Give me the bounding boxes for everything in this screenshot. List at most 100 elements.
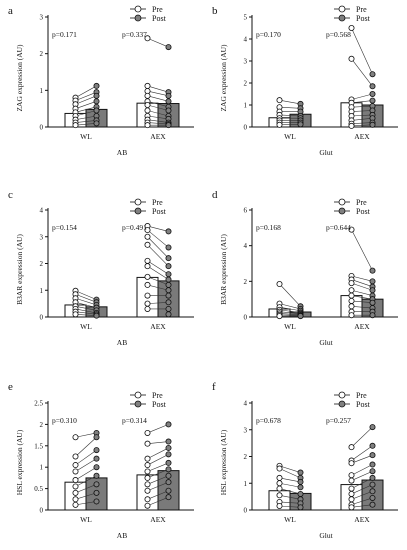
pre-point	[348, 280, 355, 287]
pair-line	[75, 123, 97, 126]
pair-line	[147, 225, 169, 232]
post-point	[165, 292, 172, 299]
pair-line	[351, 295, 373, 300]
post-point	[165, 122, 172, 129]
pair-line	[351, 27, 373, 75]
pair-line	[75, 290, 97, 300]
pre-point	[348, 287, 355, 294]
pair-line	[147, 481, 169, 492]
pair-line	[75, 115, 97, 120]
legend-pre-marker	[338, 198, 346, 206]
y-tick-label: 1	[40, 287, 44, 295]
pair-line	[147, 490, 169, 500]
post-point	[369, 488, 376, 495]
post-point	[369, 481, 376, 488]
panel-e: e HSL expression (AU) 0 0.5 1 1.5 2 2.5 WL p=0.31…	[8, 381, 194, 540]
p-value-label: p=0.310	[52, 416, 77, 425]
pre-point	[276, 480, 283, 487]
post-point	[369, 461, 376, 468]
pair-line	[147, 454, 169, 466]
pair-line	[147, 462, 169, 472]
pre-point	[348, 292, 355, 299]
category-label: WL	[284, 322, 296, 331]
post-point	[165, 479, 172, 486]
pair-line	[351, 122, 373, 124]
legend-post-label: Post	[152, 14, 167, 23]
pre-point	[276, 492, 283, 499]
y-tick-label: 0.5	[34, 485, 43, 493]
post-point	[369, 97, 376, 104]
post-point	[93, 82, 100, 89]
post-point	[165, 98, 172, 105]
y-tick-label: 3	[244, 426, 248, 434]
y-tick-label: 3	[244, 58, 248, 66]
x-axis-label: AB	[117, 338, 127, 347]
post-point	[93, 498, 100, 505]
pair-line	[147, 496, 169, 506]
pair-line	[147, 475, 169, 485]
pair-line	[75, 458, 97, 472]
post-point	[369, 299, 376, 306]
pre-point	[144, 233, 151, 240]
panel-f: f HSL expression (AU) 0 1 2 3 4 WL p=0.678 AEX p=0…	[212, 381, 398, 540]
pre-point	[72, 496, 79, 503]
pair-line	[75, 314, 97, 316]
pair-line	[147, 104, 169, 111]
y-tick-label: 6	[244, 207, 248, 215]
pair-line	[279, 482, 301, 488]
pre-point	[144, 455, 151, 462]
post-point	[165, 451, 172, 458]
p-value-label: p=0.644	[326, 223, 351, 232]
pair-line	[147, 447, 169, 459]
panel-b: b ZAG expression (AU) 0 1 2 3 4 5 WL p=0.170 AEX p=…	[212, 5, 398, 157]
panel-d: d B3AR expression (AU) 0 2 4 6 WL p=0.168 AEX p=0…	[212, 189, 398, 347]
pre-point	[144, 429, 151, 436]
post-point	[165, 494, 172, 501]
post-point	[93, 447, 100, 454]
p-value-label: p=0.314	[122, 416, 147, 425]
pair-line	[279, 465, 301, 473]
y-tick-label: 4	[244, 36, 248, 44]
y-tick-label: 0	[40, 507, 44, 515]
pair-line	[279, 99, 301, 105]
pair-line	[147, 119, 169, 123]
pre-point	[72, 122, 79, 129]
pre-point	[144, 300, 151, 307]
y-tick-label: 1	[244, 102, 248, 110]
post-point	[369, 494, 376, 501]
post-point	[165, 244, 172, 251]
post-point	[369, 267, 376, 274]
pair-line	[75, 85, 97, 98]
panel-label: c	[8, 189, 13, 201]
y-tick-label: 4	[244, 400, 248, 408]
y-axis-label: HSL expression (AU)	[219, 429, 228, 495]
legend-post-marker	[338, 14, 346, 22]
pre-point	[276, 474, 283, 481]
pre-point	[72, 434, 79, 441]
pair-line	[351, 477, 373, 489]
pair-line	[351, 114, 373, 117]
pair-line	[351, 229, 373, 271]
post-point	[369, 468, 376, 475]
p-value-label: p=0.257	[326, 416, 351, 425]
pre-point	[348, 226, 355, 233]
pair-line	[75, 301, 97, 308]
pair-line	[279, 488, 301, 495]
pre-point	[72, 311, 79, 318]
post-point	[297, 478, 304, 485]
pair-line	[147, 244, 169, 267]
pair-line	[75, 120, 97, 123]
pre-point	[72, 468, 79, 475]
pre-point	[348, 55, 355, 62]
y-tick-label: 2	[244, 80, 248, 88]
pre-point	[144, 35, 151, 42]
panel-c: c B3AR expression (AU) 0 1 2 3 4 WL p=0.154 AEX p=…	[8, 189, 194, 347]
post-point	[165, 444, 172, 451]
post-point	[165, 263, 172, 270]
post-point	[165, 44, 172, 51]
pre-point	[348, 460, 355, 467]
